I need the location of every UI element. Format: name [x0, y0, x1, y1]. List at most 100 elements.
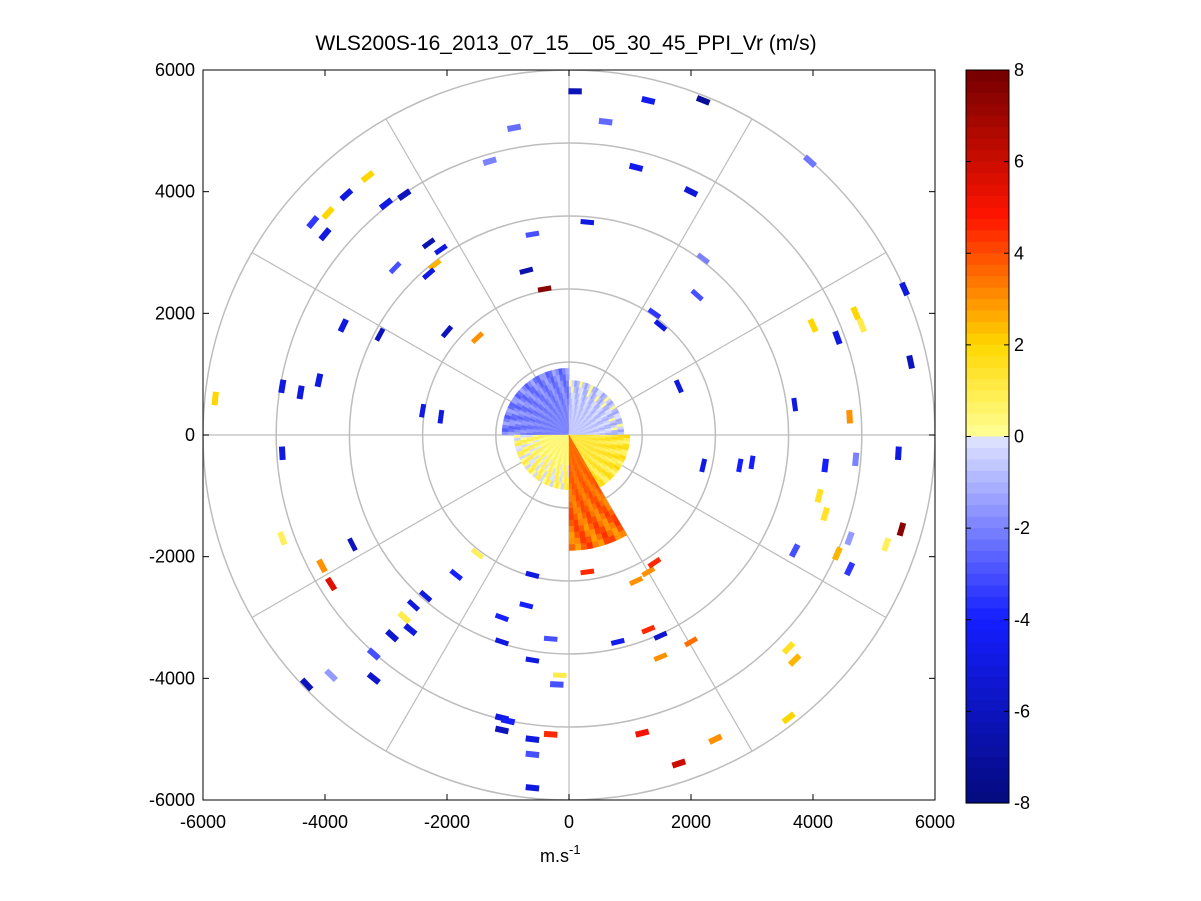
colorbar-band [966, 195, 1009, 209]
range-gate [437, 409, 445, 424]
colorbar-tick-label: 8 [1014, 60, 1024, 80]
range-gate [374, 327, 386, 342]
colorbar-band [966, 757, 1009, 770]
near-field-cell [566, 392, 570, 399]
range-gate [852, 452, 860, 467]
colorbar-tick-label: 4 [1014, 243, 1024, 263]
chart-title: WLS200S-16_2013_07_15__05_30_45_PPI_Vr (… [315, 32, 816, 55]
colorbar-band [966, 436, 1009, 449]
near-field-cell [567, 404, 570, 411]
colorbar-band [966, 596, 1009, 609]
x-tick-label: 4000 [793, 812, 833, 832]
near-field-cell [568, 489, 573, 496]
range-gate [421, 267, 436, 281]
near-field-cell [572, 495, 577, 502]
range-gate [378, 197, 394, 211]
range-gate [781, 711, 796, 725]
near-field-cell [562, 374, 567, 381]
colorbar-band [966, 104, 1009, 117]
colorbar-band [966, 688, 1009, 701]
near-field-cell [565, 374, 570, 381]
range-gate [525, 784, 540, 792]
colorbar-band [966, 390, 1009, 403]
range-gate [525, 656, 540, 664]
range-gate [708, 733, 723, 745]
range-gate [641, 566, 656, 578]
colorbar-band [966, 150, 1009, 163]
near-field-cell [571, 483, 575, 490]
range-gate [671, 758, 687, 769]
colorbar-band [966, 115, 1009, 128]
x-tick-label: -2000 [424, 812, 470, 832]
y-tick-label: -4000 [149, 668, 195, 688]
range-gate [549, 681, 564, 688]
near-field-cell [566, 398, 570, 405]
colorbar-band [966, 654, 1009, 667]
range-gate [500, 716, 516, 726]
range-gate [397, 188, 412, 201]
range-gate [278, 379, 287, 394]
range-gate [653, 319, 668, 332]
near-field-cell [568, 532, 575, 539]
colorbar-band [966, 425, 1009, 438]
colorbar-band [966, 573, 1009, 586]
range-gate [296, 385, 305, 400]
range-gate [403, 623, 418, 637]
near-field-cell [573, 513, 579, 521]
colorbar-band [966, 161, 1009, 174]
near-field-cell [573, 519, 579, 527]
range-gate [832, 330, 843, 346]
near-field-cell [623, 434, 631, 439]
near-field-cell [568, 513, 574, 521]
range-gate [494, 612, 510, 623]
x-axis-label: m.s-1 [540, 842, 581, 866]
near-field-cell [568, 538, 575, 545]
near-field-cell [568, 525, 575, 533]
range-gate [641, 95, 656, 105]
range-gate [736, 458, 744, 473]
range-gate [519, 601, 534, 610]
colorbar-band [966, 253, 1009, 266]
range-gate [787, 653, 802, 667]
range-gate [314, 373, 324, 388]
near-field-cell [568, 465, 572, 472]
near-field-cell [563, 380, 567, 387]
colorbar-band [966, 505, 1009, 518]
x-axis: -6000 -4000 -2000 0 2000 4000 6000 [180, 70, 955, 832]
near-field-cell [574, 537, 581, 545]
range-gate [843, 561, 856, 577]
range-gates [211, 88, 915, 792]
range-gate [895, 446, 902, 461]
colorbar-band [966, 230, 1009, 243]
near-field-cell [520, 434, 527, 438]
near-field-cell [571, 489, 576, 496]
near-field-cell [593, 433, 600, 436]
range-gate [899, 281, 910, 297]
range-gate [543, 730, 558, 738]
range-gate [844, 531, 855, 546]
near-field-cell [605, 432, 612, 436]
range-gate [360, 170, 375, 183]
range-gate [634, 728, 650, 738]
range-gate [494, 637, 510, 647]
range-gate [653, 652, 668, 662]
near-field-cell [576, 506, 582, 514]
near-field-cell [568, 519, 574, 527]
near-field-cell [580, 543, 588, 551]
colorbar-band [966, 791, 1009, 804]
near-field-cell [599, 432, 606, 436]
range-gate [553, 672, 567, 678]
range-gate [537, 285, 552, 293]
colorbar-band [966, 539, 1009, 552]
colorbar-band [966, 711, 1009, 724]
grid-spoke [251, 434, 570, 619]
near-field-cell [584, 530, 591, 538]
near-field-cell [568, 380, 573, 387]
grid-spoke [385, 434, 570, 752]
colorbar-band [966, 333, 1009, 346]
colorbar-band [966, 493, 1009, 506]
colorbar-band [966, 528, 1009, 541]
range-gate [449, 568, 463, 582]
near-field-cell [579, 536, 587, 545]
range-gate [846, 409, 853, 424]
